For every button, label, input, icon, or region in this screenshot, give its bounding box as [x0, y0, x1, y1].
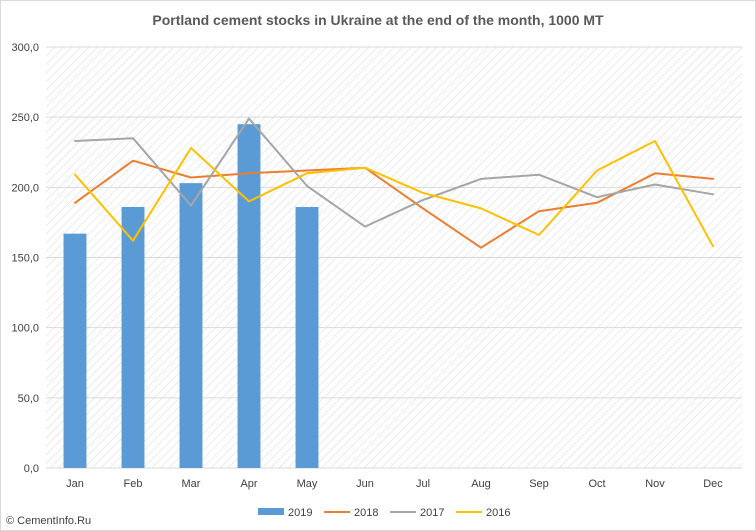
y-tick-label: 50,0 [18, 393, 39, 405]
x-tick-label: Mar [182, 478, 201, 490]
legend-swatch [258, 508, 284, 515]
y-tick-label: 0,0 [24, 463, 39, 475]
legend: 2019 2018 2017 2016 [258, 507, 510, 519]
y-tick-label: 300,0 [11, 42, 39, 54]
x-tick-label: Apr [240, 478, 257, 490]
bar-series [63, 124, 319, 469]
y-tick-label: 150,0 [11, 253, 39, 265]
x-tick-label: Jun [356, 478, 374, 490]
series-line-2016 [74, 140, 714, 248]
series-line-2017 [74, 117, 714, 228]
y-tick-label: 200,0 [11, 182, 39, 194]
series-line-2018 [74, 159, 714, 249]
bar [237, 124, 261, 468]
watermark-text: © CementInfo.Ru [6, 515, 91, 527]
x-axis-ticks: Jan Feb Mar Apr May Jun Jul Aug Sep Oct Nov Dec [66, 478, 723, 490]
x-tick-label: Feb [124, 478, 143, 490]
legend-label: 2016 [486, 507, 510, 519]
grid-lines [46, 46, 742, 469]
x-tick-label: Sep [529, 478, 549, 490]
bar [121, 206, 145, 469]
x-tick-label: Nov [645, 478, 665, 490]
line-series [74, 117, 714, 249]
x-tick-label: May [297, 478, 318, 490]
y-axis-ticks: 0,0 50,0 100,0 150,0 200,0 250,0 300,0 [11, 42, 39, 475]
x-tick-label: Aug [471, 478, 491, 490]
x-tick-label: Jul [416, 478, 430, 490]
y-tick-label: 250,0 [11, 112, 39, 124]
bar [63, 233, 87, 468]
x-tick-label: Oct [588, 478, 605, 490]
legend-label: 2019 [288, 507, 312, 519]
x-tick-label: Dec [703, 478, 723, 490]
legend-label: 2017 [420, 507, 444, 519]
chart-title: Portland cement stocks in Ukraine at the… [152, 12, 604, 28]
legend-label: 2018 [354, 507, 378, 519]
y-tick-label: 100,0 [11, 323, 39, 335]
bar [295, 206, 319, 469]
bar [179, 183, 203, 468]
x-tick-label: Jan [66, 478, 84, 490]
